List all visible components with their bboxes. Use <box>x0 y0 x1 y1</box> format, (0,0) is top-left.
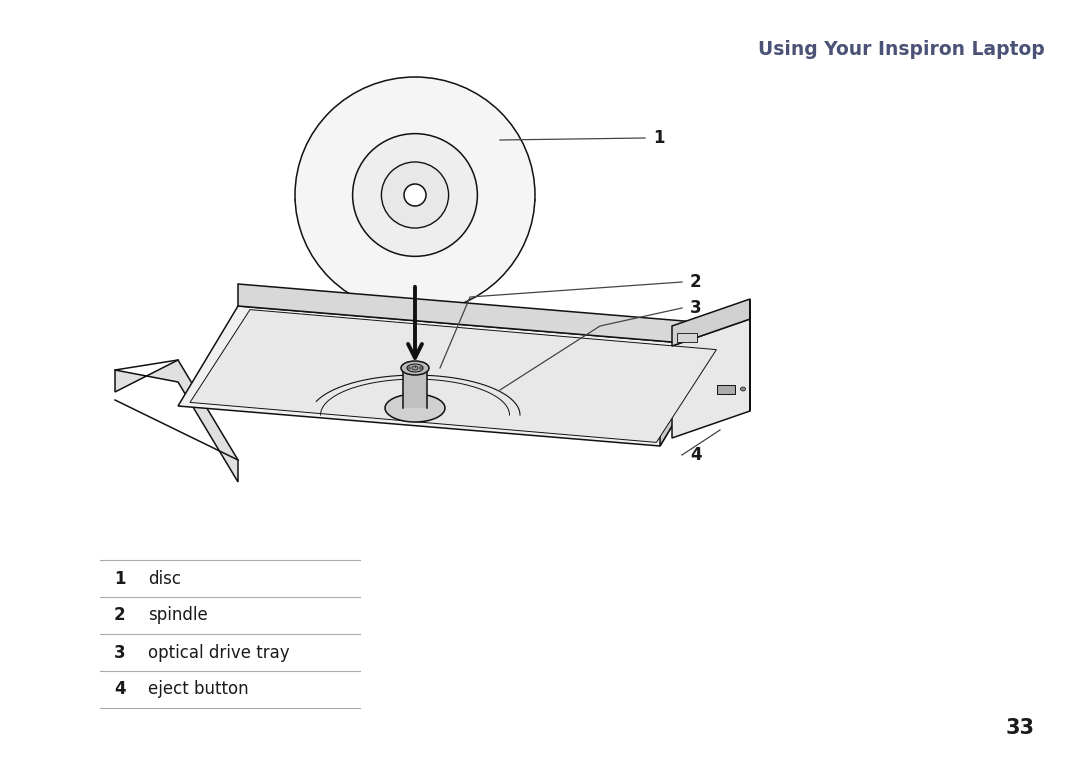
Text: 3: 3 <box>114 643 125 662</box>
Polygon shape <box>672 319 750 438</box>
Text: 4: 4 <box>690 446 702 464</box>
Ellipse shape <box>411 366 418 370</box>
Polygon shape <box>238 284 720 346</box>
Polygon shape <box>114 360 238 482</box>
Ellipse shape <box>741 387 745 391</box>
Ellipse shape <box>295 192 535 208</box>
Polygon shape <box>677 333 697 342</box>
Polygon shape <box>178 306 720 446</box>
Text: optical drive tray: optical drive tray <box>148 643 289 662</box>
Text: 4: 4 <box>114 680 125 699</box>
Ellipse shape <box>352 133 477 257</box>
Ellipse shape <box>381 162 448 228</box>
Text: 3: 3 <box>690 299 702 317</box>
Ellipse shape <box>295 77 535 313</box>
Ellipse shape <box>401 361 429 375</box>
Polygon shape <box>717 385 735 394</box>
Polygon shape <box>672 299 750 346</box>
Text: Using Your Inspiron Laptop: Using Your Inspiron Laptop <box>758 40 1045 59</box>
Polygon shape <box>190 309 716 443</box>
Text: 1: 1 <box>114 569 125 588</box>
Text: 33: 33 <box>1005 718 1035 738</box>
Text: 2: 2 <box>114 607 125 624</box>
Text: disc: disc <box>148 569 181 588</box>
Text: 1: 1 <box>653 129 664 147</box>
Ellipse shape <box>407 364 423 372</box>
Text: eject button: eject button <box>148 680 248 699</box>
Ellipse shape <box>384 394 445 422</box>
Polygon shape <box>660 324 720 446</box>
Text: spindle: spindle <box>148 607 207 624</box>
Polygon shape <box>403 368 427 408</box>
Text: 2: 2 <box>690 273 702 291</box>
Ellipse shape <box>404 184 426 206</box>
